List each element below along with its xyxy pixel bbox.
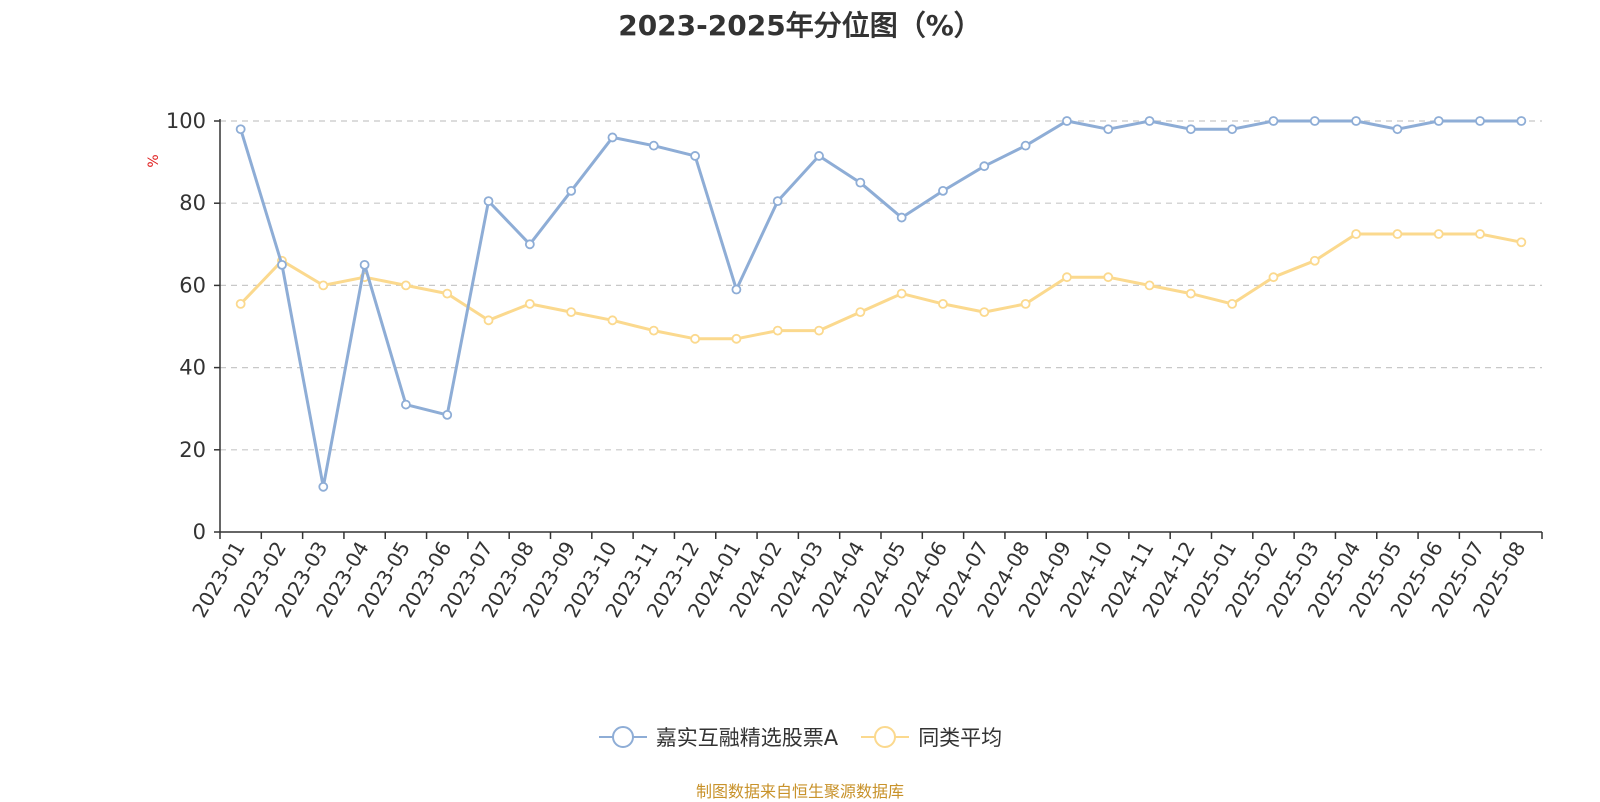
data-point [1516,237,1527,248]
data-point [318,481,329,492]
data-point [442,409,453,420]
data-point [648,325,659,336]
legend-label-series-b: 同类平均 [918,726,1003,750]
data-point [1516,116,1527,126]
data-point [979,307,990,318]
data-point [401,399,411,410]
data-point [772,196,783,207]
data-point [1103,272,1114,283]
data-point [814,151,824,161]
series [235,116,1527,492]
data-point [1020,140,1031,151]
data-point [1144,280,1155,291]
data-point [1309,255,1320,266]
data-point [1185,124,1196,135]
series-line-b [239,232,1522,341]
data-point [1103,124,1114,135]
series-line-a [239,119,1522,489]
data-point [1268,272,1279,283]
data-point [896,212,907,223]
data-point [1475,116,1485,126]
x-tick-labels: 2023-012023-022023-032023-042023-052023-… [187,537,1530,621]
data-point [979,161,990,172]
data-point [483,315,494,326]
series-a [235,116,1527,492]
series-b [235,229,1527,344]
data-point [1351,229,1361,239]
data-point [814,325,824,336]
y-tick-label-80: 80 [179,191,206,215]
axes [214,119,1543,539]
y-tick-label-20: 20 [179,438,206,462]
data-point [483,196,494,207]
data-point [1020,298,1031,309]
legend-item-series-b[interactable]: 同类平均 [860,722,1002,752]
data-point [772,325,783,336]
data-point [442,288,453,299]
grid-lines [220,120,1542,451]
data-point [1433,116,1444,126]
data-point [1062,272,1072,283]
y-tick-label-0: 0 [193,520,206,544]
data-point [566,307,577,318]
legend-swatch-series-b [861,726,910,748]
data-point [938,185,948,196]
data-point [855,307,866,318]
chart-title: 2023-2025年分位图（%） [618,9,982,42]
data-point [1433,229,1444,239]
data-point [607,132,618,143]
data-point [1309,116,1320,126]
data-point [524,298,535,309]
data-point [524,239,535,250]
data-point [1268,116,1279,126]
data-point [855,177,866,188]
data-point [1062,116,1072,126]
y-tick-label-40: 40 [179,356,206,380]
legend: 嘉实互融精选股票A 同类平均 [0,722,1600,752]
data-point [1227,124,1238,135]
data-point [1144,116,1155,126]
data-point [235,298,246,309]
data-point [690,151,700,161]
data-point [1351,116,1361,126]
data-point [648,140,659,151]
data-point [690,333,700,344]
data-point [1185,288,1196,299]
data-point [1392,124,1403,135]
legend-item-series-a[interactable]: 嘉实互融精选股票A [598,722,838,752]
source-note: 制图数据来自恒生聚源数据库 [695,782,904,801]
data-point [401,280,411,291]
data-point [1475,229,1485,239]
data-point [1227,298,1238,309]
y-axis-label: % [146,154,162,167]
y-tick-labels: 0 20 40 60 80 100 [166,109,206,544]
y-tick-label-60: 60 [179,273,206,297]
data-point [359,259,370,270]
data-point [896,288,907,299]
legend-label-series-a: 嘉实互融精选股票A [655,726,839,750]
data-point [566,185,577,196]
data-point [731,333,742,344]
data-point [277,259,287,270]
data-point [1392,229,1403,239]
data-point [607,315,618,326]
line-chart: 0 20 40 60 80 100 2023-012023-022023-032023-0… [146,109,1543,622]
data-point [731,284,742,295]
data-point [318,280,329,291]
y-tick-label-100: 100 [166,109,206,133]
data-point [235,124,246,135]
data-point [938,298,948,309]
legend-swatch-series-a [598,726,647,748]
